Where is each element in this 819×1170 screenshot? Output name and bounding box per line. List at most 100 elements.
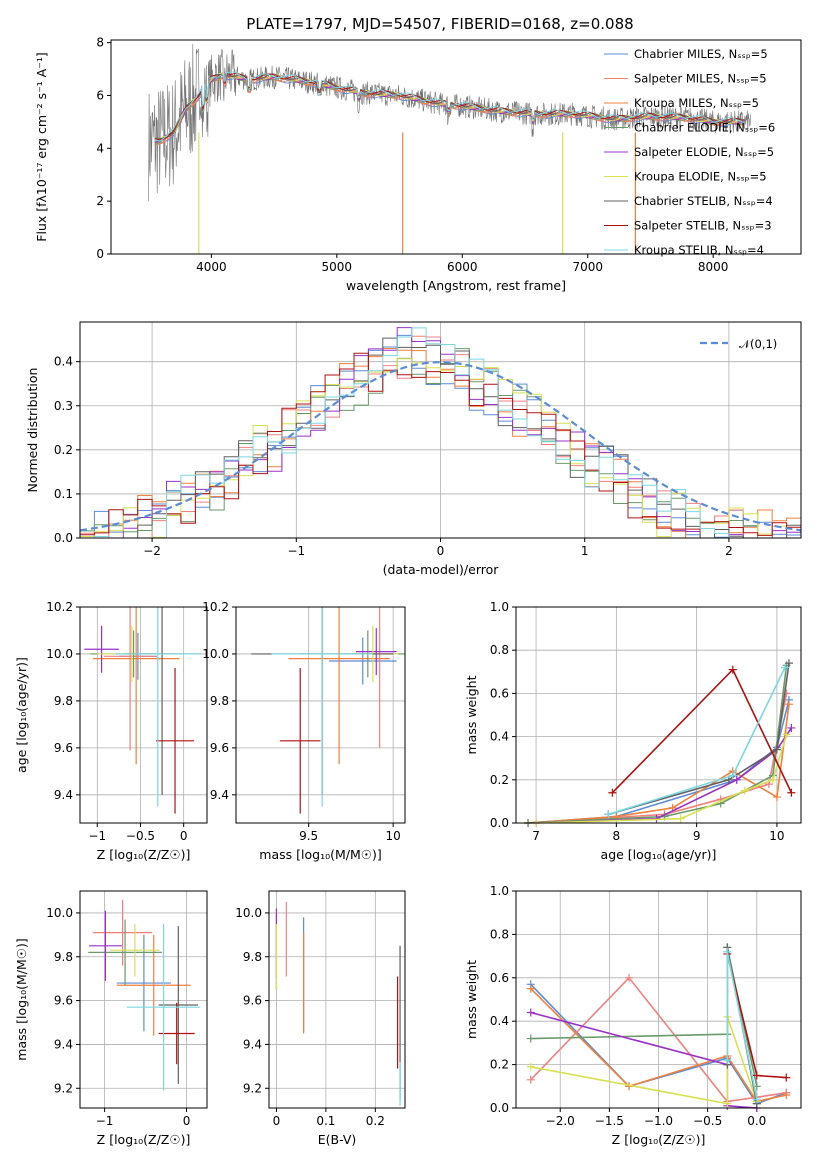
mass-vs-ebv-ytick-label: 9.4 [243, 1037, 262, 1051]
residuals-xtick-label: −1 [287, 544, 305, 558]
weight-vs-Z-series-6 [530, 1016, 758, 1105]
weight-vs-Z-ytick-label: 1.0 [490, 884, 509, 898]
mass-vs-Z-ytick-label: 9.4 [54, 1037, 73, 1051]
weight-vs-age-ytick-label: 0.4 [490, 730, 509, 744]
mass-vs-ebv-xtick-label: 0.1 [316, 1114, 335, 1128]
weight-vs-Z-marker [625, 973, 634, 982]
weight-vs-age-frame [515, 606, 802, 824]
mass-vs-ebv-ytick-label: 9.6 [243, 994, 262, 1008]
weight-vs-Z-ylabel: mass weight [464, 960, 479, 1039]
weight-vs-Z-xtick-label: −1.0 [644, 1114, 673, 1128]
gaussian-curve [80, 360, 801, 532]
weight-vs-age-marker [604, 810, 613, 819]
weight-vs-Z-ytick-label: 0.0 [490, 1101, 509, 1115]
mass-vs-Z-ytick-label: 9.6 [54, 994, 73, 1008]
weight-vs-age-marker [784, 700, 793, 709]
weight-vs-Z-marker [526, 1062, 535, 1071]
spectrum-frame [110, 39, 802, 255]
residuals-xtick-label: 1 [581, 544, 589, 558]
mass-vs-ebv-xtick-label: 0.2 [366, 1114, 385, 1128]
spectrum-ylabel: Flux [fλ10⁻¹⁷ erg cm⁻² s⁻¹ A⁻¹] [34, 52, 49, 241]
weight-vs-age-ylabel: mass weight [464, 675, 479, 754]
mass-vs-ebv-xlabel: E(B-V) [318, 1132, 357, 1147]
weight-vs-Z-marker [782, 1090, 791, 1099]
weight-vs-Z-xtick-label: −0.5 [693, 1114, 722, 1128]
age-vs-Z-xlabel: Z [log₁₀(Z/Z☉)] [97, 847, 191, 862]
weight-vs-age-marker [787, 788, 796, 797]
weight-vs-Z-ytick-label: 0.8 [490, 927, 509, 941]
weight-vs-Z-marker [526, 984, 535, 993]
weight-vs-age-xtick-label: 8 [613, 829, 621, 843]
weight-vs-Z-marker [526, 1034, 535, 1043]
weight-vs-Z-marker [752, 1095, 761, 1104]
weight-vs-Z-xtick-label: −1.5 [595, 1114, 624, 1128]
spectrum-ytick-label: 4 [96, 141, 104, 155]
mass-vs-ebv-frame [268, 890, 406, 1109]
mass-vs-Z-ytick-label: 9.2 [54, 1081, 73, 1095]
legend-label-7: Chabrier STELIB, Nₛₛₚ=4 [634, 194, 773, 208]
age-vs-Z-ytick-label: 9.4 [54, 788, 73, 802]
legend-label-6: Kroupa ELODIE, Nₛₛₚ=5 [634, 170, 767, 184]
weight-vs-age-marker [728, 771, 737, 780]
age-vs-mass-ytick-label: 10.0 [202, 647, 229, 661]
age-vs-Z-xtick-label: 0 [180, 829, 188, 843]
spectrum-xtick-label: 8000 [698, 260, 729, 274]
residuals-xlabel: (data-model)/error [383, 562, 500, 577]
weight-vs-age-series-8 [611, 668, 793, 794]
weight-vs-Z-marker [526, 1008, 535, 1017]
age-vs-mass-ytick-label: 9.6 [210, 741, 229, 755]
weight-vs-age-marker [728, 665, 737, 674]
weight-vs-Z-ytick-label: 0.2 [490, 1058, 509, 1072]
age-vs-mass-xlabel: mass [log₁₀(M/M☉)] [259, 847, 381, 862]
mass-vs-Z-ytick-label: 10.0 [46, 906, 73, 920]
residuals-ytick-label: 0.3 [54, 399, 73, 413]
weight-vs-age-marker [782, 689, 791, 698]
mass-vs-Z-xtick-label: 0 [183, 1114, 191, 1128]
weight-vs-Z-marker [723, 1056, 732, 1065]
weight-vs-age-ytick-label: 0.2 [490, 773, 509, 787]
spectrum-xtick-label: 5000 [322, 260, 353, 274]
weight-vs-age-marker [768, 775, 777, 784]
weight-vs-Z-ytick-label: 0.4 [490, 1014, 509, 1028]
spectrum-ytick-label: 0 [96, 247, 104, 261]
weight-vs-age-marker [740, 786, 749, 795]
age-vs-Z-frame [79, 606, 208, 824]
weight-vs-Z-marker [752, 1071, 761, 1080]
legend-label-9: Kroupa STELIB, Nₛₛₚ=4 [634, 243, 764, 257]
weight-vs-Z-frame [515, 890, 802, 1109]
weight-vs-age-ytick-label: 0.6 [490, 686, 509, 700]
weight-vs-Z-marker [723, 947, 732, 956]
weight-vs-age-xtick-label: 7 [532, 829, 540, 843]
age-vs-mass-ytick-label: 9.4 [210, 788, 229, 802]
age-vs-Z-xtick-label: −0.5 [126, 829, 155, 843]
age-vs-Z-ytick-label: 9.8 [54, 694, 73, 708]
mass-vs-ebv-ytick-label: 10.0 [235, 906, 262, 920]
weight-vs-Z-xlabel: Z [log₁₀(Z/Z☉)] [612, 1132, 706, 1147]
weight-vs-age-xtick-label: 9 [693, 829, 701, 843]
weight-vs-Z-xtick-label: −2.0 [546, 1114, 575, 1128]
legend-label-4: Chabrier ELODIE, Nₛₛₚ=6 [634, 121, 775, 135]
legend-label-8: Salpeter STELIB, Nₛₛₚ=3 [634, 219, 772, 233]
weight-vs-Z-marker [526, 1075, 535, 1084]
age-vs-Z-ylabel: age [log₁₀(age/yr)] [14, 657, 29, 773]
weight-vs-age-ytick-label: 0.0 [490, 816, 509, 830]
age-vs-mass-frame [235, 606, 406, 824]
age-vs-mass-ytick-label: 10.2 [202, 600, 229, 614]
residuals-ytick-label: 0.4 [54, 355, 73, 369]
weight-vs-Z-ytick-label: 0.6 [490, 971, 509, 985]
histogram-series-9 [80, 327, 801, 538]
gaussian-legend-label: 𝒩(0,1) [739, 337, 777, 351]
age-vs-Z-ytick-label: 10.0 [46, 647, 73, 661]
weight-vs-Z-marker [782, 1073, 791, 1082]
mass-vs-Z-ytick-label: 9.8 [54, 950, 73, 964]
figure-title: PLATE=1797, MJD=54507, FIBERID=0168, z=0… [246, 15, 633, 33]
histogram-series-6 [80, 358, 801, 538]
spectrum-xlabel: wavelength [Angstrom, rest frame] [346, 278, 566, 293]
mass-vs-ebv-xtick-label: 0 [273, 1114, 281, 1128]
weight-vs-age-marker [780, 663, 789, 672]
weight-vs-age-series-3 [527, 704, 790, 823]
weight-vs-age-xlabel: age [log₁₀(age/yr)] [601, 847, 717, 862]
weight-vs-Z-series-5 [530, 1011, 757, 1108]
weight-vs-age-ytick-label: 0.8 [490, 643, 509, 657]
